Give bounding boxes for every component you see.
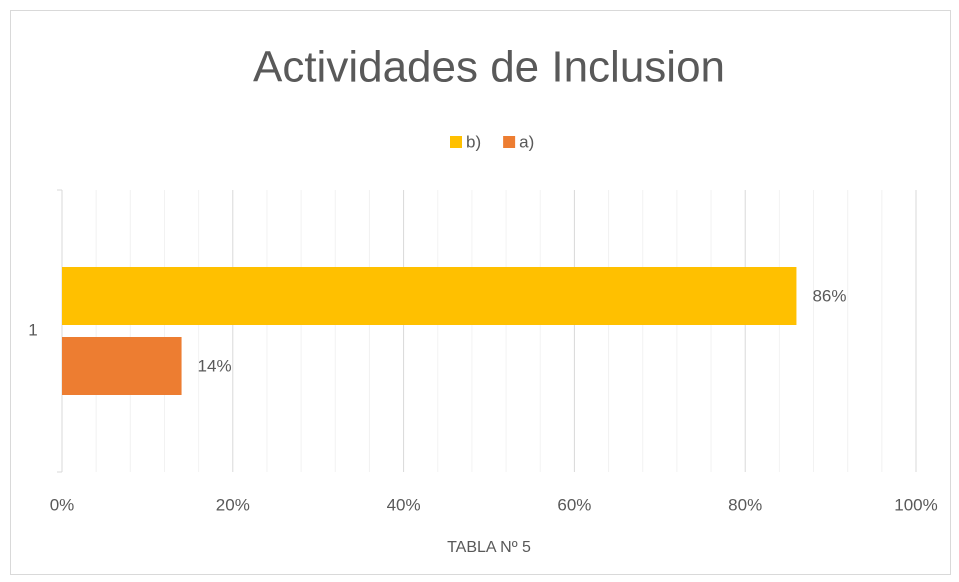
x-axis-title: TABLA Nº 5	[447, 539, 531, 556]
y-tick-label: 1	[28, 320, 37, 339]
bar	[62, 337, 182, 395]
data-label: 14%	[198, 356, 232, 375]
x-tick-label: 80%	[728, 495, 762, 514]
chart-title: Actividades de Inclusion	[253, 43, 725, 92]
legend-label: b)	[466, 132, 481, 151]
x-tick-label: 20%	[216, 495, 250, 514]
legend-swatch	[503, 136, 516, 148]
x-tick-label: 40%	[387, 495, 421, 514]
bar	[62, 267, 797, 325]
data-label: 86%	[812, 286, 846, 305]
x-tick-label: 0%	[50, 495, 75, 514]
x-tick-label: 100%	[894, 495, 937, 514]
legend-swatch	[450, 136, 462, 148]
x-tick-label: 60%	[557, 495, 591, 514]
legend-label: a)	[519, 132, 534, 151]
